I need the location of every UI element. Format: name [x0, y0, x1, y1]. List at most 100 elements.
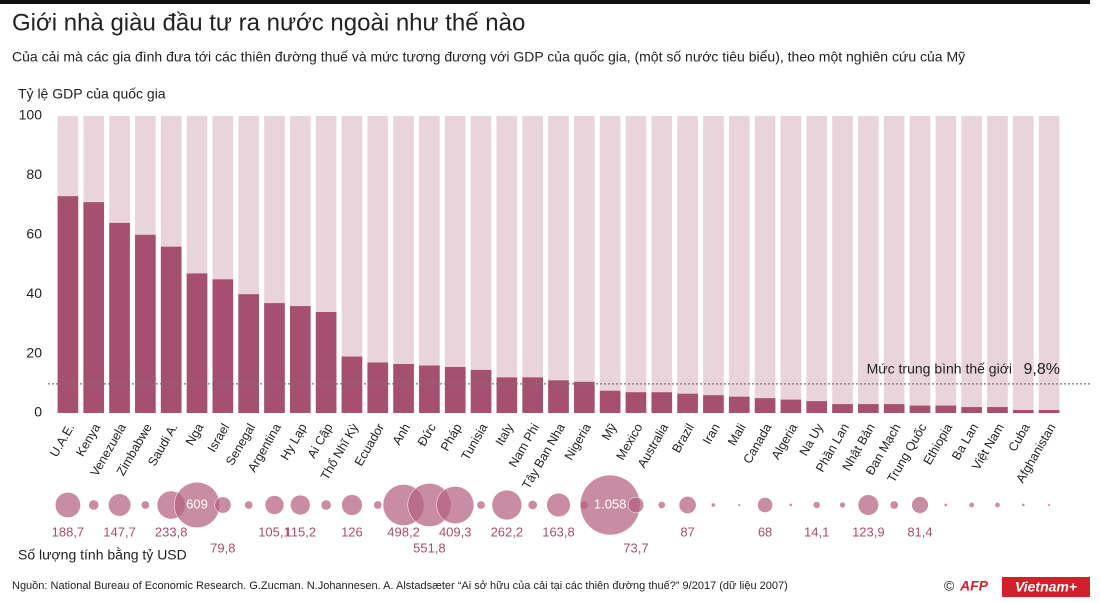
bubble	[711, 502, 716, 508]
chart-subtitle: Của cải mà các gia đình đưa tới các thiê…	[12, 49, 965, 65]
bar-track	[573, 116, 595, 413]
y-tick-label: 0	[34, 404, 42, 420]
x-tick-label: Nigeria	[562, 421, 594, 462]
bar-track	[444, 116, 466, 413]
bubble-value-label: 609	[186, 496, 208, 511]
bubble	[244, 500, 254, 510]
bar	[806, 401, 828, 413]
bubble	[491, 489, 523, 521]
bar-track	[470, 116, 492, 413]
bar	[238, 294, 259, 413]
bubble	[264, 495, 285, 515]
bar-track	[341, 116, 363, 413]
bar	[367, 362, 389, 413]
bar	[754, 398, 776, 413]
bubble	[214, 496, 232, 514]
bubble-value-label: 409,3	[439, 524, 472, 539]
bar-track	[909, 116, 931, 413]
bubble	[657, 501, 666, 509]
y-tick-label: 100	[19, 107, 43, 123]
vietnamplus-logo: Vietnam+	[1015, 579, 1077, 595]
bar-track	[496, 116, 518, 413]
y-tick-label: 40	[26, 285, 42, 301]
bubble-legend-label: Số lượng tính bằng tỷ USD	[18, 547, 187, 563]
bar-track	[935, 116, 957, 413]
bar	[83, 202, 105, 413]
bar	[160, 246, 182, 413]
bar-track	[522, 116, 544, 413]
bubble	[789, 503, 793, 507]
bar-track	[677, 116, 698, 413]
bar-track	[961, 116, 982, 413]
bar-track	[367, 116, 389, 413]
bubble-value-label: 73,7	[623, 540, 648, 555]
bar	[858, 404, 879, 413]
bubble-value-label: 188,7	[52, 524, 85, 539]
x-tick-label: Algeria	[769, 421, 801, 462]
top-rule	[0, 0, 1090, 4]
bubble-value-label: 147,7	[103, 524, 136, 539]
bar	[625, 392, 647, 413]
bar	[961, 407, 982, 413]
bar	[57, 196, 79, 413]
bubble	[1047, 503, 1051, 507]
x-tick-label: Iran	[700, 421, 723, 447]
bubble	[911, 496, 929, 514]
bar-track	[651, 116, 673, 413]
bubble	[373, 500, 383, 510]
x-tick-label: Brazil	[669, 421, 697, 455]
chart-title: Giới nhà giàu đầu tư ra nước ngoài như t…	[12, 9, 525, 36]
bubble	[678, 496, 697, 514]
bar	[1038, 410, 1060, 413]
bar	[264, 303, 285, 413]
bar	[935, 405, 957, 413]
bubble	[943, 503, 948, 507]
bubble-value-label: 1.058	[594, 496, 627, 511]
x-tick-label: Hy Lạp	[278, 421, 310, 462]
y-tick-label: 80	[26, 166, 42, 182]
bubble	[108, 493, 132, 517]
bar	[599, 390, 621, 413]
bar-track	[599, 116, 621, 413]
x-tick-label: Mỹ	[599, 421, 620, 443]
x-tick-label: Mali	[725, 421, 749, 448]
afp-logo: AFP	[959, 578, 989, 594]
bubble-value-label: 123,9	[852, 524, 885, 539]
bar	[548, 380, 569, 413]
x-tick-label: Nga	[183, 421, 207, 448]
bubble	[527, 500, 538, 510]
bubble-value-label: 79,8	[210, 540, 235, 555]
bar	[496, 377, 518, 413]
x-tick-label: Anh	[390, 421, 413, 447]
reference-value-label: 9,8%	[1024, 361, 1060, 378]
bar	[832, 404, 853, 413]
bar-track	[987, 116, 1008, 413]
x-tick-label: Pháp	[438, 421, 465, 453]
bar-track	[832, 116, 853, 413]
bubble	[1021, 503, 1026, 507]
bar-track	[806, 116, 828, 413]
bubble-value-label: 126	[341, 524, 363, 539]
bar	[135, 234, 156, 413]
bar	[1012, 410, 1034, 413]
source: Nguồn: National Bureau of Economic Resea…	[12, 580, 788, 592]
bubble	[812, 501, 821, 509]
bubble	[839, 501, 846, 509]
bar	[470, 369, 492, 413]
bubble	[737, 503, 741, 507]
bubble	[436, 486, 475, 524]
bar	[419, 365, 440, 413]
bubble-value-label: 68	[758, 524, 772, 539]
bar	[987, 407, 1008, 413]
bar	[728, 396, 750, 413]
bubble-value-label: 233,8	[155, 524, 188, 539]
bar	[780, 399, 802, 413]
vietnamplus-badge	[1002, 577, 1090, 597]
bar-track	[393, 116, 414, 413]
bubble	[290, 494, 311, 516]
bar-track	[1012, 116, 1034, 413]
bar-track	[1038, 116, 1060, 413]
y-axis-label: Tỷ lệ GDP của quốc gia	[18, 86, 166, 102]
bubble	[476, 500, 486, 510]
